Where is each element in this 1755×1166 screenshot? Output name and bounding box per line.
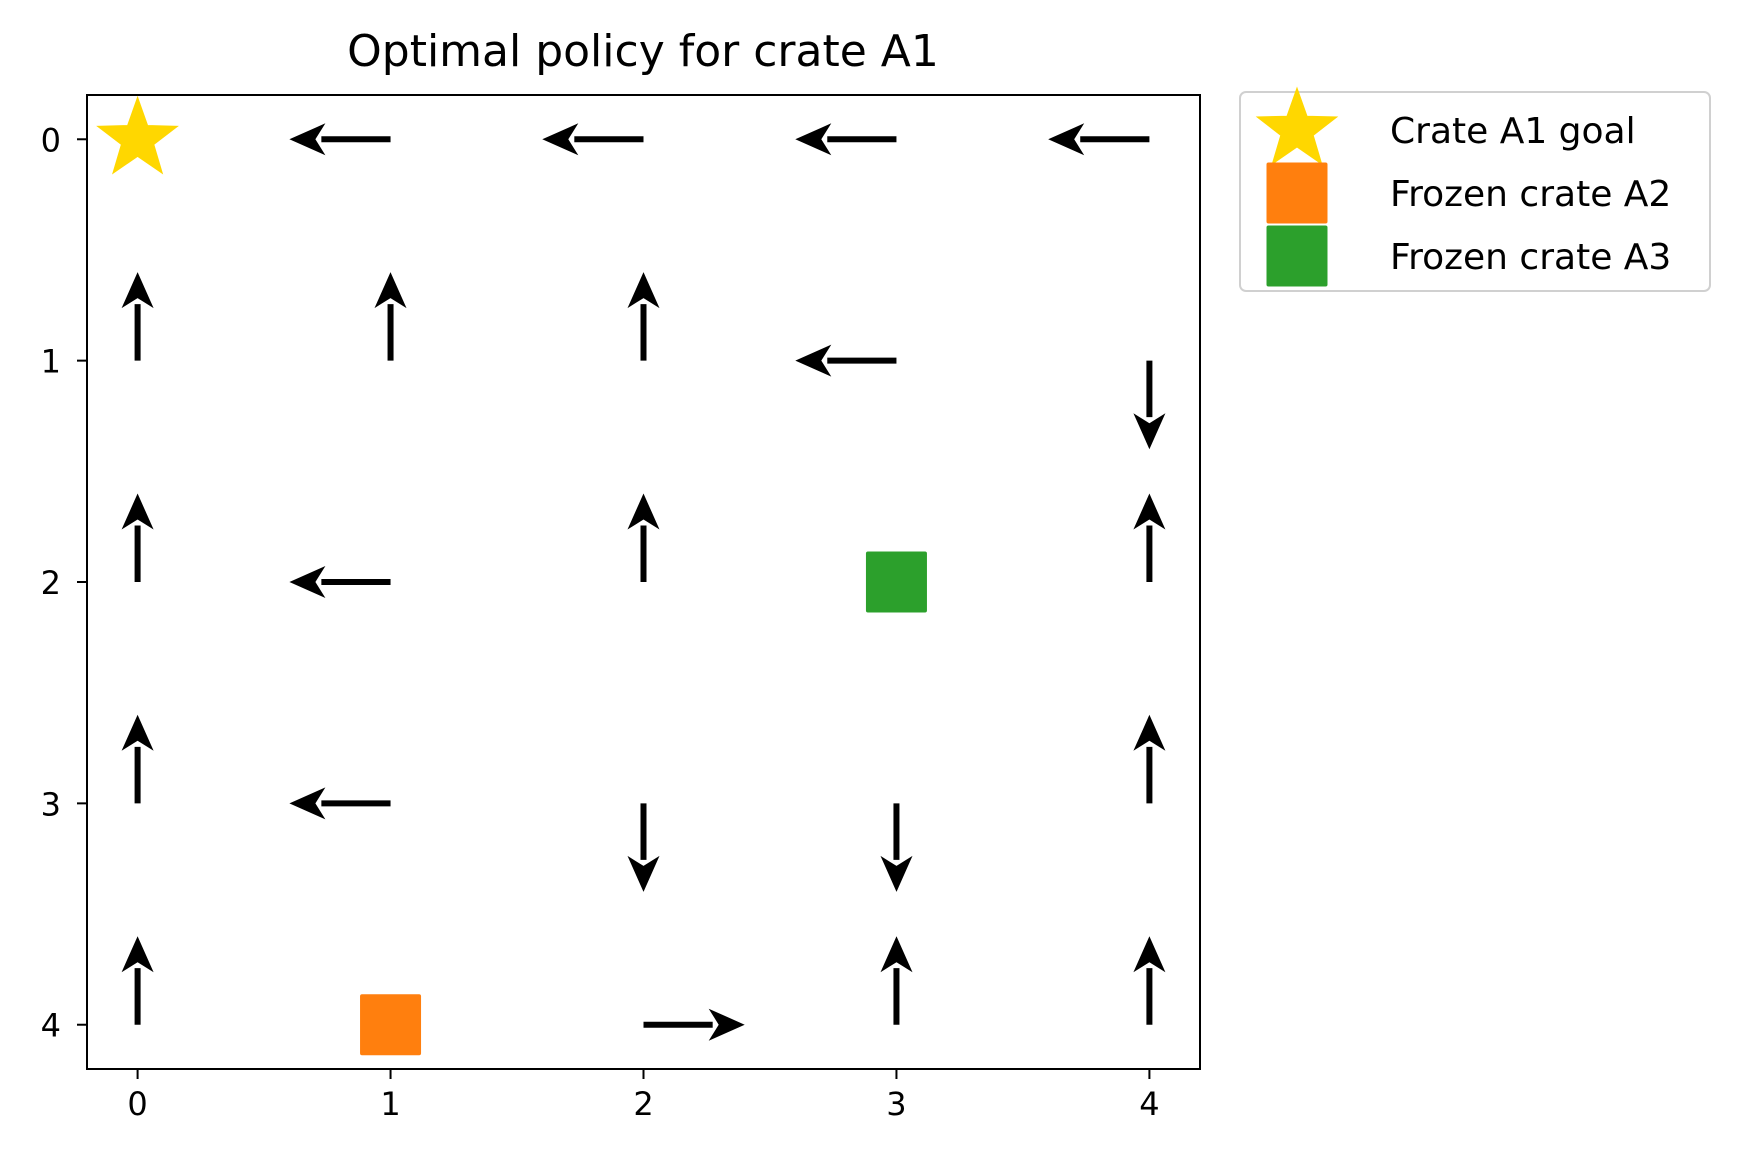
chart-title: Optimal policy for crate A1: [347, 26, 939, 77]
policy-arrow-down: [880, 803, 913, 892]
arrow-head: [121, 493, 154, 530]
policy-arrow-up: [627, 272, 660, 361]
legend-frozen-crate-a2-swatch: [1266, 162, 1328, 224]
policy-arrow-up: [627, 493, 660, 582]
y-tick-label: 1: [41, 343, 61, 381]
y-tick-label: 4: [41, 1007, 61, 1045]
markers-layer: [96, 95, 927, 1056]
arrow-head: [1048, 123, 1085, 156]
policy-arrow-up: [121, 714, 154, 804]
x-tick-label: 4: [1139, 1085, 1159, 1123]
x-tick-label: 0: [127, 1085, 147, 1123]
arrow-head: [627, 855, 660, 892]
policy-arrow-left: [542, 123, 644, 156]
arrow-head: [289, 123, 326, 156]
policy-arrow-up: [121, 493, 154, 582]
arrow-head: [627, 272, 660, 309]
arrow-head: [1133, 493, 1166, 530]
arrow-head: [708, 1008, 745, 1041]
policy-arrow-up: [1133, 936, 1166, 1025]
legend: Crate A1 goal Frozen crate A2 Frozen crate…: [1239, 86, 1711, 292]
arrow-head: [542, 123, 579, 156]
policy-arrow-up: [374, 272, 407, 361]
arrow-head: [880, 936, 913, 973]
x-tick-label: 1: [380, 1085, 400, 1123]
policy-arrow-right: [643, 1008, 745, 1041]
arrow-head: [1133, 714, 1166, 751]
arrow-head: [880, 855, 913, 892]
legend-frame: [1239, 91, 1711, 292]
legend-frozen-crate-a3-swatch: [1266, 225, 1328, 287]
arrow-head: [121, 936, 154, 973]
policy-arrow-up: [121, 272, 154, 361]
y-tick-label: 3: [41, 785, 61, 823]
arrow-head: [627, 493, 660, 530]
frozen-crate-a3-marker: [865, 551, 927, 613]
x-tick-label: 3: [886, 1085, 906, 1123]
policy-arrow-left: [289, 787, 391, 820]
policy-arrow-left: [795, 344, 897, 377]
legend-crate-a1-goal-swatch: [1255, 86, 1339, 166]
policy-arrow-left: [795, 123, 897, 156]
arrow-head: [289, 787, 326, 820]
arrow-head: [1133, 413, 1166, 450]
policy-arrow-up: [121, 936, 154, 1025]
frozen-crate-a2-marker: [360, 994, 422, 1056]
arrows-layer: [121, 123, 1166, 1041]
policy-arrow-down: [627, 803, 660, 892]
crate-a1-goal-marker: [96, 95, 179, 175]
ticks-layer: 0 1 2 3 4 0 1 2 3 4: [41, 121, 1160, 1123]
arrow-head: [795, 344, 832, 377]
arrow-head: [1133, 936, 1166, 973]
legend-entry-label: Frozen crate A3: [1390, 237, 1671, 278]
policy-arrow-down: [1133, 360, 1166, 450]
policy-arrow-left: [289, 566, 391, 598]
policy-arrow-up: [880, 936, 913, 1025]
policy-arrow-up: [1133, 714, 1166, 804]
x-tick-label: 2: [633, 1085, 653, 1123]
arrow-head: [795, 123, 832, 156]
legend-entry-label: Crate A1 goal: [1390, 111, 1636, 152]
y-tick-label: 0: [41, 121, 61, 159]
policy-arrow-left: [1048, 123, 1150, 156]
policy-arrow-up: [1133, 493, 1166, 582]
policy-arrow-left: [289, 123, 391, 156]
legend-entry-label: Frozen crate A2: [1390, 174, 1671, 215]
arrow-head: [121, 714, 154, 751]
arrow-head: [121, 272, 154, 309]
y-tick-label: 2: [41, 564, 61, 602]
arrow-head: [289, 566, 326, 598]
arrow-head: [374, 272, 407, 309]
